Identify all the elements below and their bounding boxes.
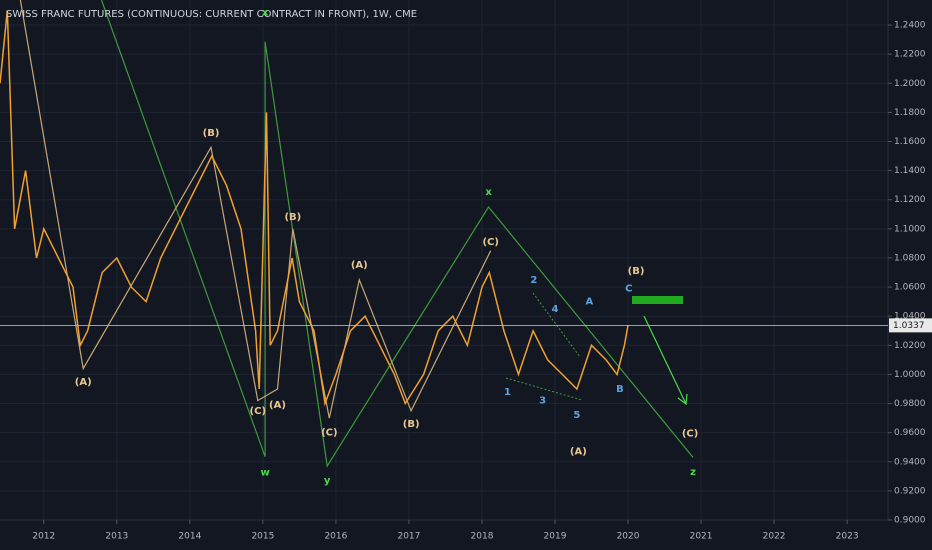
y-tick-label: 1.1600: [894, 137, 926, 147]
price-label-box: [889, 318, 932, 333]
y-tick-label: 0.9400: [894, 457, 926, 467]
y-tick-label: 0.9800: [894, 399, 926, 409]
wave-label: 3: [539, 396, 546, 407]
wave-label: 5: [573, 410, 580, 421]
wave-label: (C): [250, 406, 266, 417]
y-tick-label: 1.0600: [894, 283, 926, 293]
wave-label: z: [690, 467, 696, 478]
y-tick-label: 0.9600: [894, 428, 926, 438]
forecast-arrow: [643, 315, 687, 405]
wave-label: x: [485, 187, 492, 198]
x-tick-label: 2015: [251, 532, 274, 542]
wave-label: 2: [530, 275, 537, 286]
y-tick-label: 1.0800: [894, 253, 926, 263]
wave-label: 1: [504, 387, 511, 398]
wave-line: [19, 0, 492, 419]
wedge-line: [505, 377, 583, 401]
x-tick-label: 2014: [178, 532, 201, 542]
y-tick-label: 1.0400: [894, 312, 926, 322]
y-tick-label: 1.2000: [894, 79, 926, 89]
x-tick-label: 2020: [617, 532, 640, 542]
wave-label: (A): [75, 377, 92, 388]
y-tick-label: 1.0000: [894, 370, 926, 380]
target-zone: [632, 296, 683, 304]
x-tick-label: 2016: [324, 532, 347, 542]
y-tick-label: 0.9000: [894, 516, 926, 526]
wave-label: (C): [482, 237, 498, 248]
wave-label: (A): [570, 447, 587, 458]
wave-label: B: [616, 384, 624, 395]
wave-label: w: [260, 467, 269, 478]
y-tick-label: 1.1800: [894, 108, 926, 118]
x-tick-label: 2012: [32, 532, 55, 542]
x-tick-label: 2021: [690, 532, 713, 542]
y-tick-label: 1.2400: [894, 21, 926, 31]
wave-label: (B): [284, 212, 301, 223]
y-tick-label: 1.1000: [894, 224, 926, 234]
wave-label: C: [625, 284, 632, 295]
y-tick-label: 1.1200: [894, 195, 926, 205]
wedge-line: [532, 292, 581, 358]
wave-label: (B): [203, 128, 220, 139]
x-tick-label: 2018: [471, 532, 494, 542]
arrow-head: [677, 393, 688, 406]
x-tick-label: 2019: [544, 532, 567, 542]
y-tick-label: 1.1400: [894, 166, 926, 176]
wave-label: (A): [269, 400, 286, 411]
x-tick-label: 2022: [763, 532, 786, 542]
wave-label: (A): [351, 260, 368, 271]
wave-label: (C): [321, 428, 337, 439]
wave-label: 4: [552, 304, 559, 315]
y-tick-label: 0.9200: [894, 486, 926, 496]
y-tick-label: 1.2200: [894, 50, 926, 60]
x-tick-label: 2017: [397, 532, 420, 542]
wave-line: [100, 0, 694, 468]
x-tick-label: 2013: [105, 532, 128, 542]
wave-label: (B): [403, 419, 420, 430]
chart-title: SWISS FRANC FUTURES (CONTINUOUS: CURRENT…: [6, 9, 417, 20]
price-line: [0, 10, 629, 407]
x-tick-label: 2023: [836, 532, 859, 542]
wave-label: (B): [628, 266, 645, 277]
wave-label: (C): [682, 428, 698, 439]
current-price-label: 1.0337: [893, 321, 925, 331]
y-tick-label: 1.0200: [894, 341, 926, 351]
wave-label: x: [262, 8, 269, 19]
wave-label: A: [585, 297, 593, 308]
wave-label: y: [324, 476, 331, 487]
